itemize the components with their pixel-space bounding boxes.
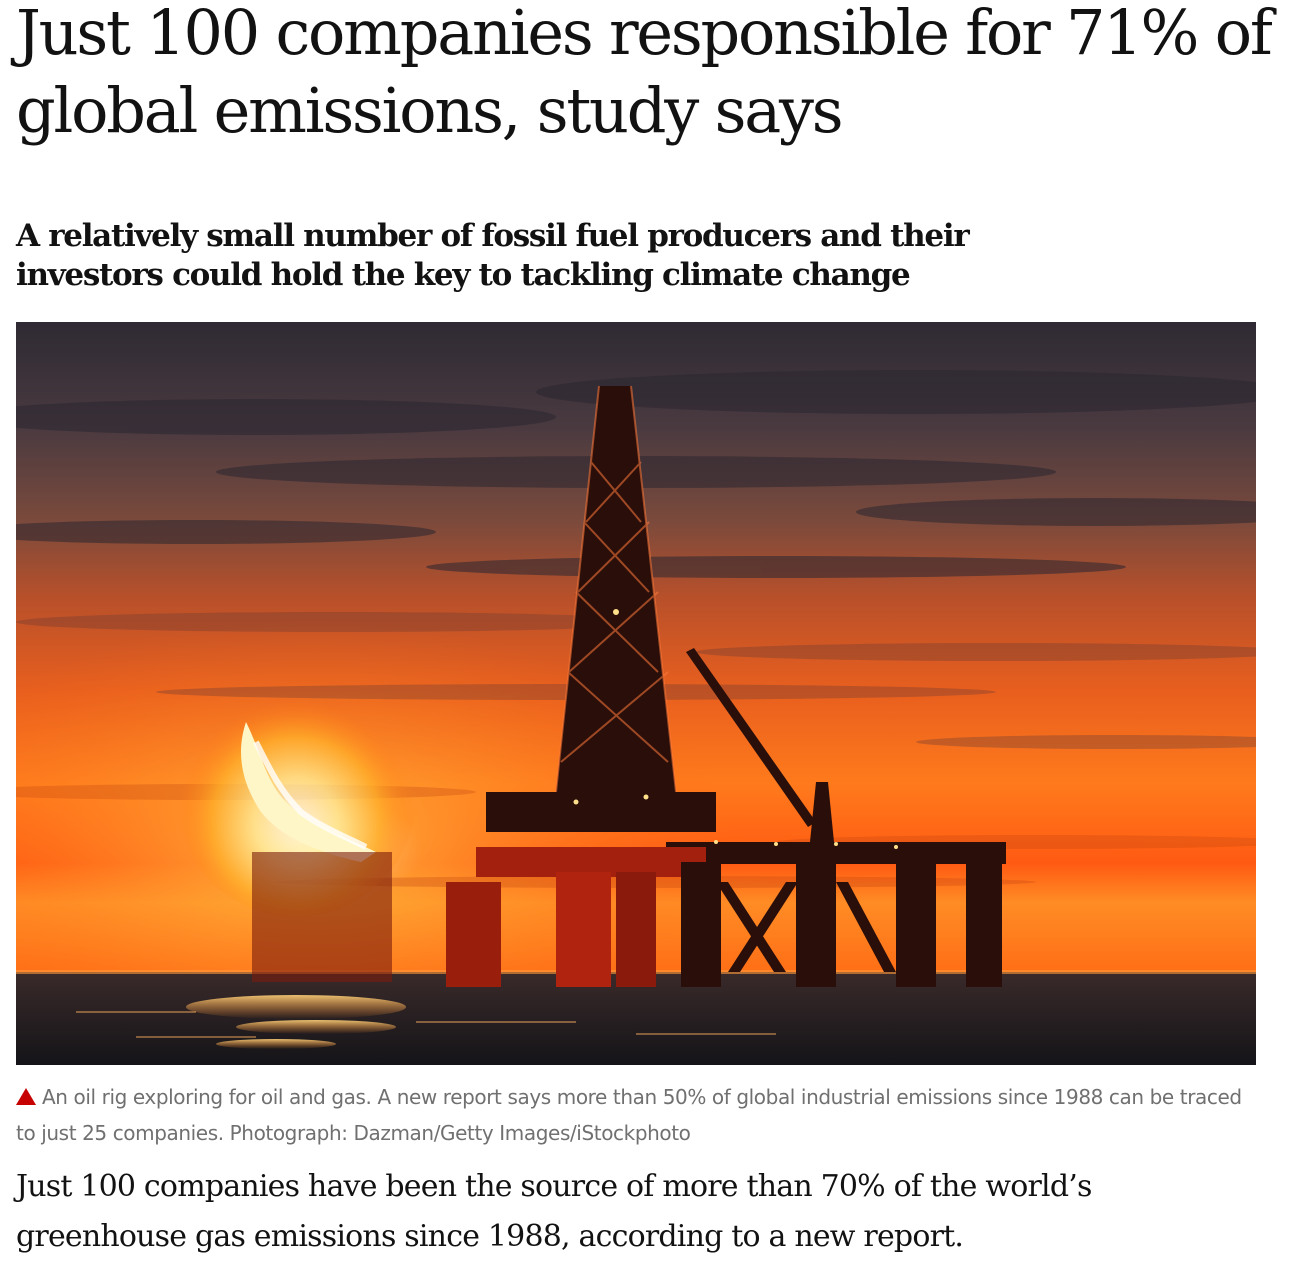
standfirst: A relatively small number of fossil fuel… — [16, 218, 970, 293]
article-main-image — [16, 322, 1256, 1065]
caption-triangle-icon — [16, 1088, 36, 1105]
image-caption: An oil rig exploring for oil and gas. A … — [16, 1079, 1256, 1151]
headline: Just 100 companies responsible for 71% o… — [16, 0, 1273, 147]
article-body-paragraph: Just 100 companies have been the source … — [16, 1169, 1092, 1254]
caption-text: An oil rig exploring for oil and gas. A … — [16, 1085, 1242, 1145]
oil-rig-sunset-photo — [16, 322, 1256, 1065]
